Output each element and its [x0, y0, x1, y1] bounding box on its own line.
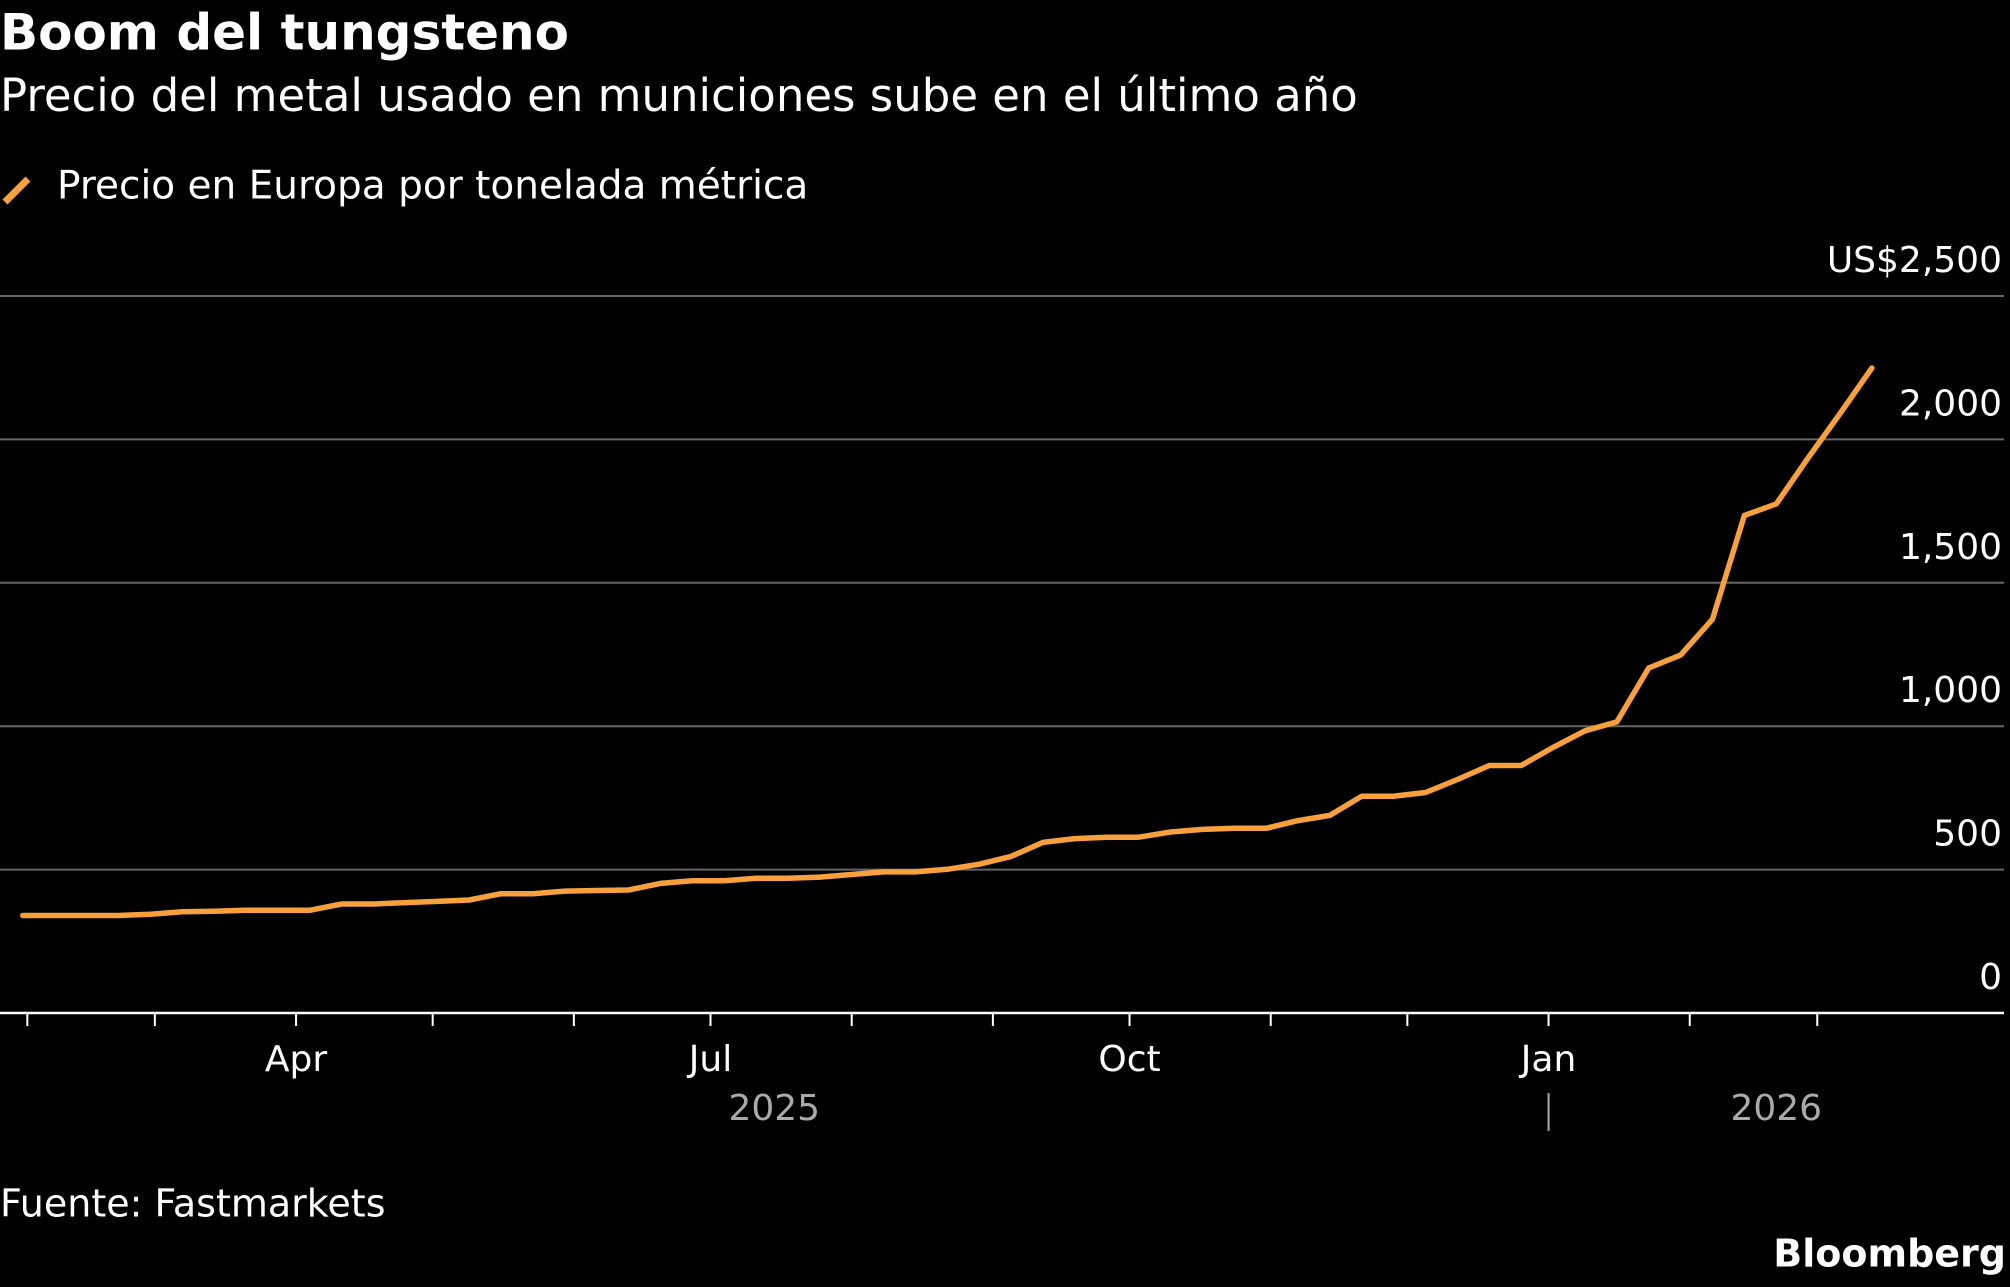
- brand: Bloomberg: [1773, 1232, 2006, 1276]
- price-line: [20, 365, 1875, 919]
- chart-subtitle: Precio del metal usado en municiones sub…: [0, 69, 1358, 122]
- y-tick-label: US$2,500: [1827, 240, 2002, 281]
- x-tick-label: Oct: [1098, 1039, 1160, 1080]
- y-tick-label: 0: [1979, 957, 2002, 998]
- legend-label: Precio en Europa por tonelada métrica: [57, 164, 808, 209]
- x-tick-label: Jan: [1519, 1039, 1577, 1080]
- year-label: 2026: [1730, 1088, 1822, 1129]
- year-label: 2025: [728, 1088, 820, 1129]
- y-tick-label: 1,500: [1899, 527, 2002, 568]
- y-tick-label: 1,000: [1899, 670, 2002, 711]
- legend-marker: [2, 176, 31, 205]
- x-tick-label: Apr: [265, 1039, 327, 1080]
- chart-title: Boom del tungsteno: [0, 4, 569, 62]
- y-tick-label: 500: [1933, 814, 2002, 855]
- x-tick-label: Jul: [687, 1039, 732, 1080]
- source: Fuente: Fastmarkets: [0, 1182, 386, 1226]
- y-tick-label: 2,000: [1899, 383, 2002, 424]
